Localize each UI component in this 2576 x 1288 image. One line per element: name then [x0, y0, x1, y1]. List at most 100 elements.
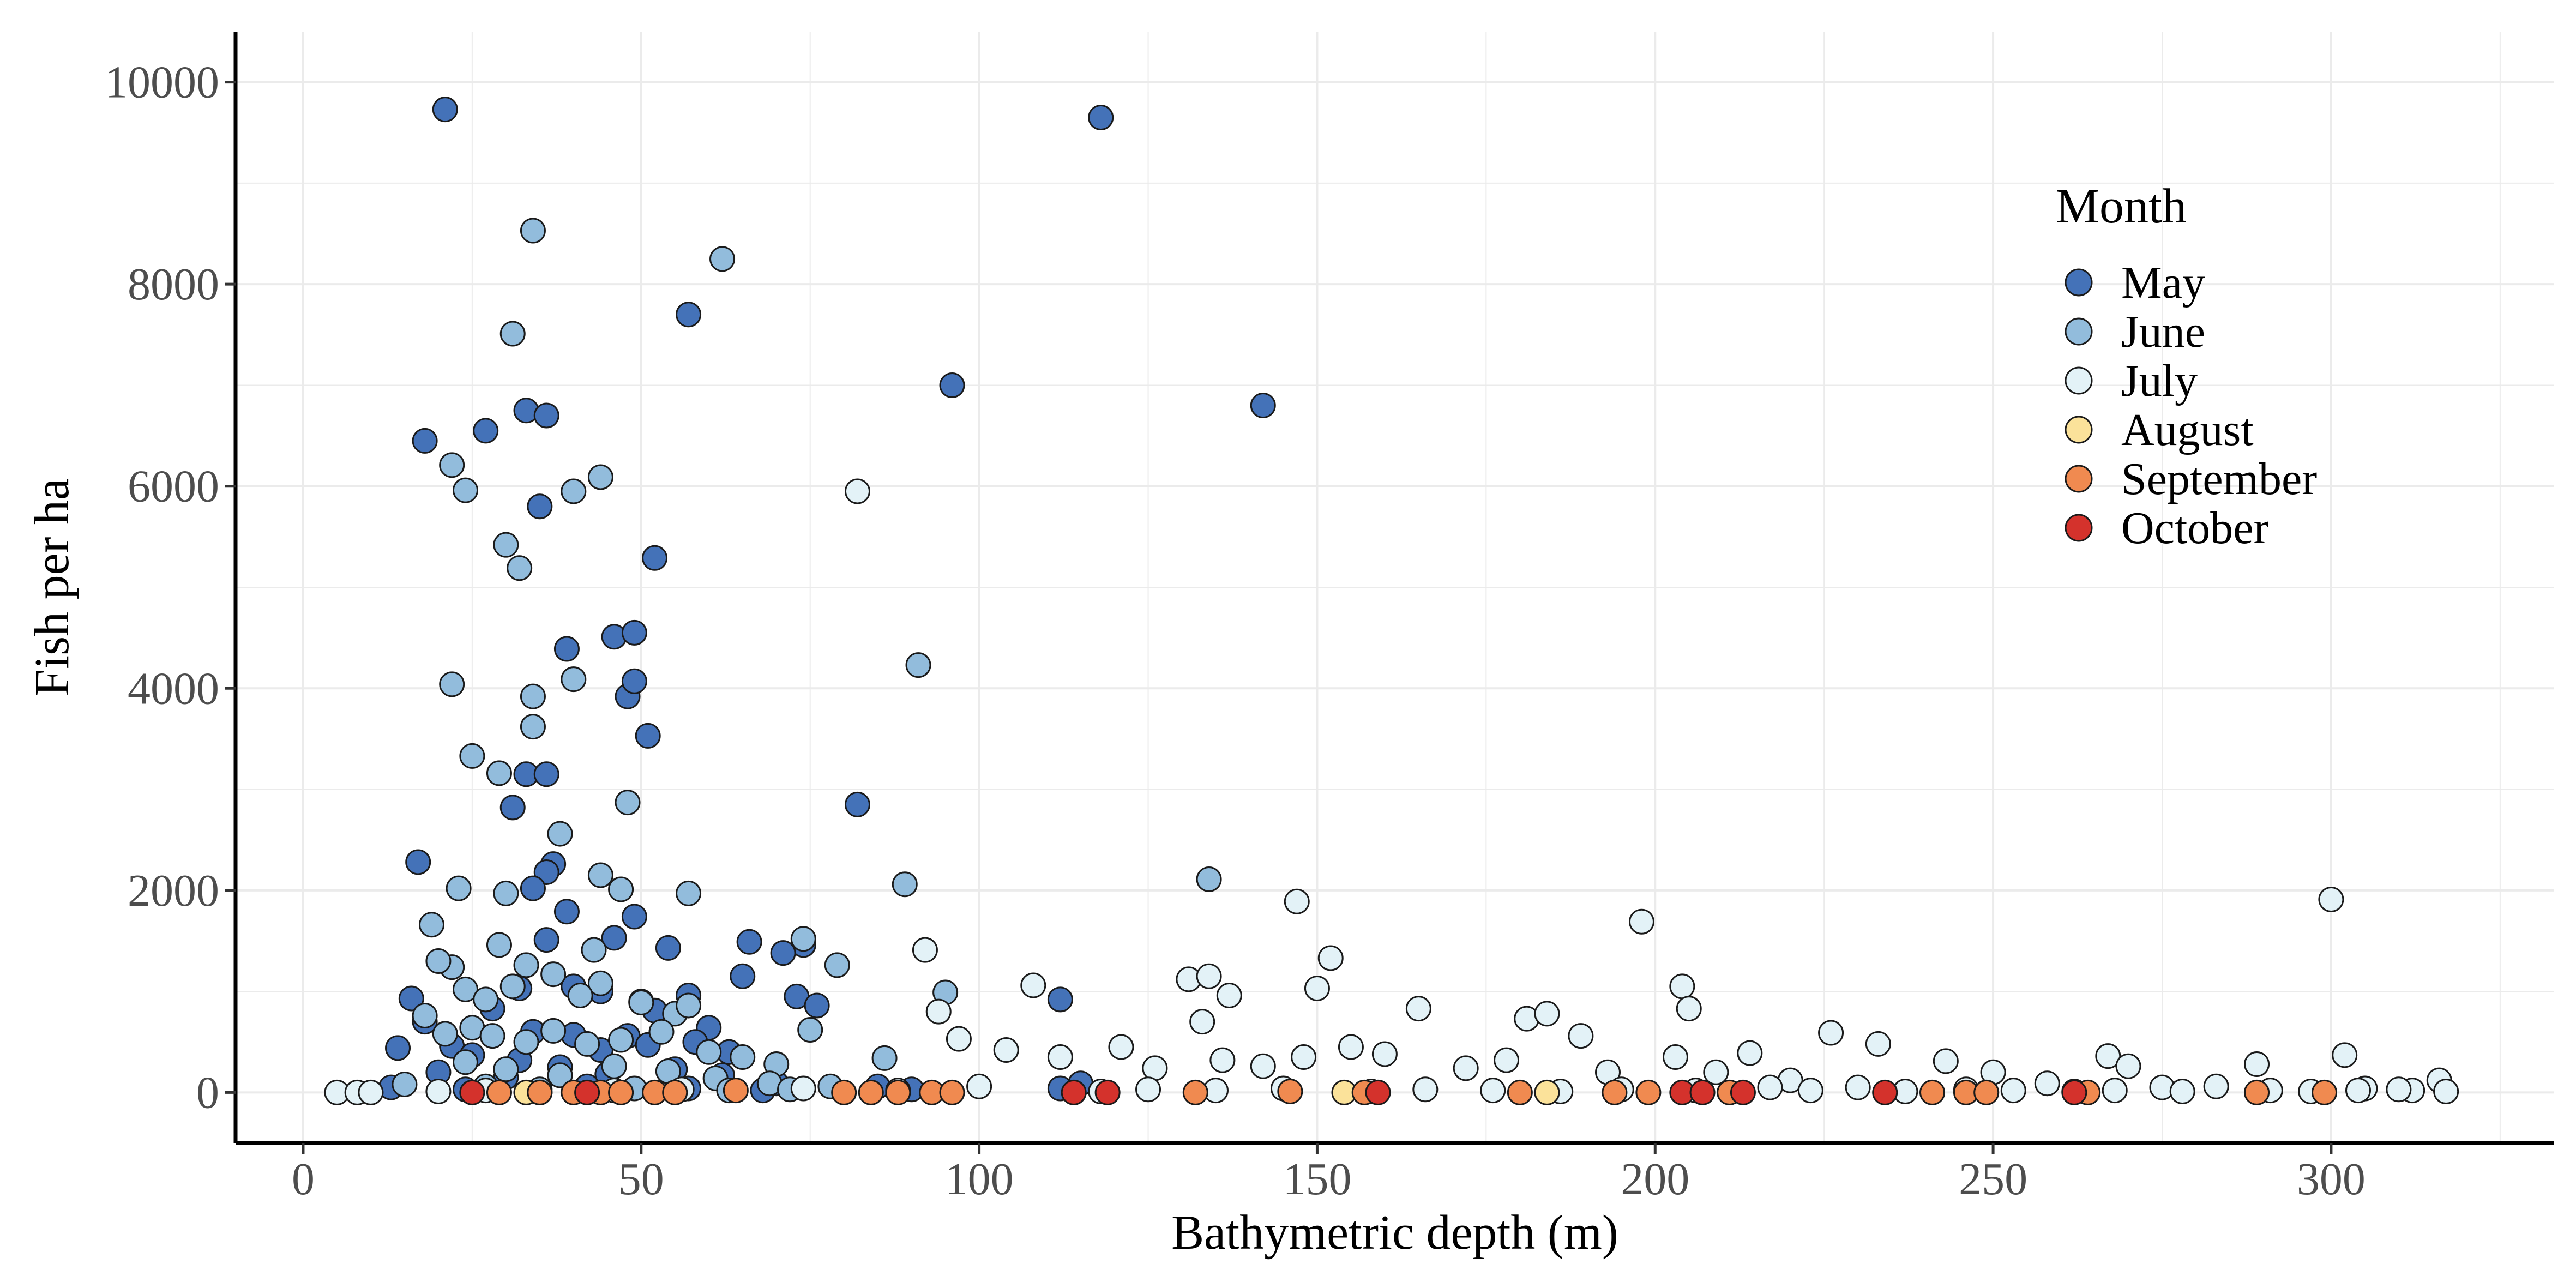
point-june — [587, 464, 613, 490]
point-june — [499, 321, 526, 347]
point-june — [493, 880, 519, 906]
point-june — [452, 1049, 478, 1075]
point-september — [486, 1079, 512, 1105]
point-may — [601, 925, 627, 951]
x-tick-label: 250 — [1959, 1154, 2027, 1205]
point-october — [2061, 1079, 2087, 1105]
point-september — [527, 1079, 553, 1105]
point-october — [574, 1079, 600, 1105]
point-july — [1284, 888, 1310, 914]
legend-label-june: June — [2121, 306, 2205, 357]
point-october — [1730, 1079, 1756, 1105]
legend-key-july — [2065, 366, 2093, 395]
point-june — [452, 477, 478, 503]
point-june — [520, 714, 546, 740]
point-september — [831, 1079, 857, 1105]
point-july — [358, 1079, 384, 1105]
point-july — [2115, 1053, 2141, 1079]
point-september — [1973, 1079, 2000, 1105]
point-may — [621, 904, 647, 930]
point-may — [1250, 393, 1276, 419]
point-july — [1662, 1044, 1688, 1070]
point-september — [1507, 1079, 1533, 1105]
point-july — [1135, 1076, 1161, 1103]
point-july — [1628, 908, 1654, 935]
point-july — [1480, 1078, 1506, 1104]
point-may — [412, 428, 438, 454]
point-june — [439, 452, 465, 478]
point-july — [2332, 1042, 2358, 1068]
x-tick-label: 100 — [945, 1154, 1014, 1205]
point-may — [405, 849, 431, 875]
legend-label-august: August — [2121, 405, 2254, 455]
point-may — [473, 418, 499, 444]
point-june — [601, 1053, 627, 1079]
point-june — [493, 532, 519, 558]
point-may — [520, 875, 546, 901]
axes — [233, 32, 2554, 1145]
legend-key-september — [2065, 465, 2093, 493]
point-september — [662, 1079, 688, 1105]
x-tick-label: 150 — [1283, 1154, 1351, 1205]
point-may — [939, 372, 965, 398]
point-may — [398, 985, 424, 1012]
legend-label-october: October — [2121, 503, 2269, 553]
point-october — [1365, 1079, 1391, 1105]
x-tick-label: 50 — [618, 1154, 664, 1205]
y-tick-label: 6000 — [128, 461, 219, 512]
point-june — [392, 1072, 418, 1098]
point-june — [648, 1019, 675, 1045]
point-july — [1494, 1047, 1520, 1073]
legend-key-may — [2065, 268, 2093, 297]
point-july — [1757, 1074, 1783, 1100]
point-july — [1737, 1040, 1763, 1066]
tick-labels: 0 50 100 150 200 250 300 0 2000 4000 6000 8000 10000 — [105, 57, 2366, 1205]
point-june — [418, 912, 444, 938]
point-june — [608, 876, 634, 902]
y-tick-label: 2000 — [128, 865, 219, 916]
point-june — [709, 246, 736, 272]
point-june — [513, 1029, 539, 1055]
point-july — [2203, 1073, 2229, 1099]
point-june — [676, 992, 702, 1019]
point-june — [499, 973, 526, 1000]
legend-key-june — [2065, 317, 2093, 346]
point-june — [439, 671, 465, 697]
point-june — [547, 821, 573, 847]
point-september — [723, 1078, 749, 1104]
point-june — [547, 1062, 573, 1088]
point-october — [1061, 1079, 1087, 1105]
y-tick-label: 10000 — [105, 57, 219, 108]
point-september — [858, 1079, 884, 1105]
point-september — [885, 1079, 911, 1105]
point-july — [1412, 1076, 1439, 1103]
point-june — [587, 970, 613, 996]
point-september — [1182, 1079, 1208, 1105]
point-may — [1047, 986, 1073, 1013]
point-june — [824, 952, 850, 978]
point-june — [520, 218, 546, 244]
point-may — [844, 791, 870, 817]
point-may — [527, 493, 553, 520]
point-may — [553, 636, 580, 662]
legend-label-may: May — [2121, 257, 2205, 308]
point-july — [1797, 1078, 1823, 1104]
y-tick-label: 4000 — [128, 663, 219, 714]
point-july — [912, 937, 938, 963]
point-june — [540, 961, 567, 988]
point-july — [1405, 996, 1431, 1022]
point-september — [1602, 1079, 1628, 1105]
point-may — [1088, 104, 1114, 130]
x-tick-label: 300 — [2297, 1154, 2366, 1205]
point-july — [1189, 1009, 1215, 1035]
point-june — [412, 1003, 438, 1029]
point-july — [2318, 886, 2344, 912]
point-october — [1094, 1079, 1121, 1105]
point-june — [1196, 866, 1222, 892]
point-july — [1047, 1044, 1073, 1070]
point-september — [1919, 1079, 1946, 1105]
point-july — [1250, 1053, 1276, 1079]
point-july — [2345, 1078, 2372, 1104]
